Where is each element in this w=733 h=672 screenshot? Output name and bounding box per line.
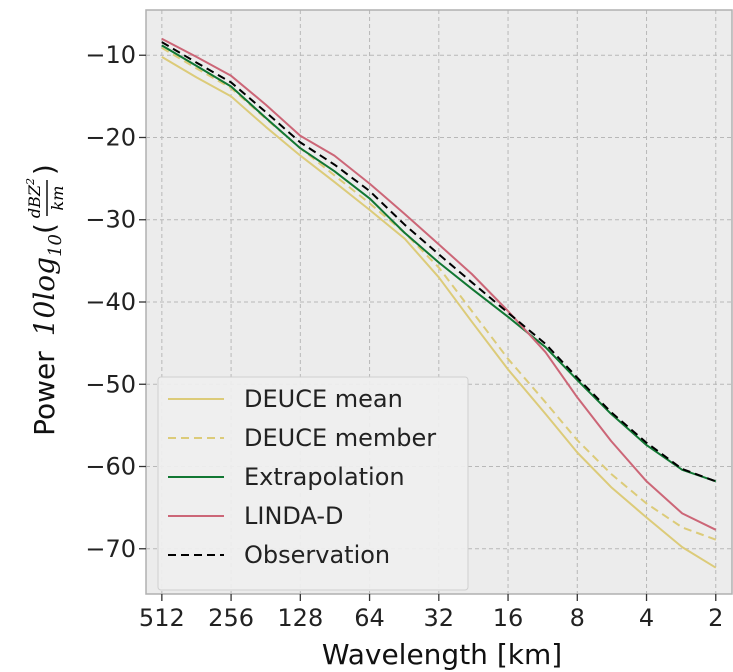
y-axis-label: Power 10log10() dBZ2 km: [24, 164, 67, 436]
x-tick-label: 2: [708, 604, 723, 632]
y-tick-label: −30: [85, 206, 136, 234]
y-tick-label: −20: [85, 123, 136, 151]
x-axis-label: Wavelength [km]: [322, 638, 562, 671]
svg-text:Power 10log10(): Power 10log10(): [28, 164, 66, 436]
y-axis-label-sub: 10: [45, 234, 66, 257]
y-axis-label-math: 10log: [28, 257, 61, 336]
legend: DEUCE mean DEUCE member Extrapolation LINDA…: [157, 376, 469, 591]
x-tick-label: 64: [354, 604, 385, 632]
y-tick-label: −70: [85, 535, 136, 563]
legend-label-extrapolation: Extrapolation: [244, 463, 405, 491]
legend-label-deuce-member: DEUCE member: [244, 424, 436, 452]
x-tick-label: 512: [139, 604, 185, 632]
series-line-observation: [161, 41, 717, 483]
series-group: [161, 37, 717, 569]
legend-label-linda-d: LINDA-D: [244, 502, 344, 530]
y-axis-label-frac-sup: 2: [24, 178, 37, 186]
series-line-extrapolation: [161, 44, 717, 483]
x-tick-label: 4: [639, 604, 654, 632]
x-tick-label: 128: [277, 604, 323, 632]
x-tick-label: 32: [424, 604, 455, 632]
x-tick-label: 256: [208, 604, 254, 632]
y-tick-label: −60: [85, 453, 136, 481]
x-tick-label: 8: [570, 604, 585, 632]
y-tick-label: −50: [85, 370, 136, 398]
series-line-deuce-mean: [161, 56, 717, 569]
y-axis-label-rparen: ): [28, 164, 61, 175]
y-tick-label: −40: [85, 288, 136, 316]
legend-box: [157, 376, 469, 591]
svg-text:dBZ2: dBZ2: [24, 178, 44, 218]
legend-label-deuce-mean: DEUCE mean: [244, 385, 403, 413]
series-line-linda-d: [161, 37, 717, 531]
y-axis-label-lparen: (: [28, 223, 61, 234]
y-axis-label-frac-den: km: [48, 186, 67, 211]
ticks: 512 256 128 64 32 16 8 4 2 −10 −20 −30 −40 −50 −60 −70: [85, 41, 723, 632]
x-tick-label: 16: [493, 604, 524, 632]
legend-label-observation: Observation: [244, 541, 390, 569]
y-axis-label-frac-num: dBZ: [25, 184, 44, 218]
y-axis-label-prefix: Power: [28, 351, 61, 436]
y-tick-label: −10: [85, 41, 136, 69]
